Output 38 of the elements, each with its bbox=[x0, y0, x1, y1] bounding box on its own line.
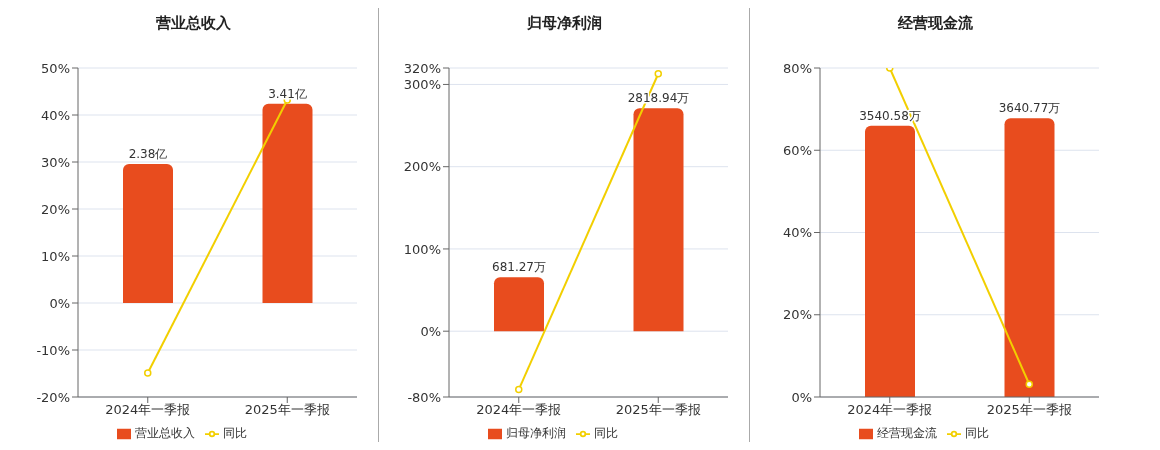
chart-title: 经营现金流 bbox=[896, 13, 974, 34]
y-tick-label: 320% bbox=[403, 60, 441, 76]
x-tick-label: 2024年一季报 bbox=[847, 402, 933, 418]
x-tick-label: 2025年一季报 bbox=[244, 402, 330, 418]
y-tick-label: 60% bbox=[783, 142, 812, 158]
y-tick-label: 40% bbox=[41, 107, 70, 123]
y-tick-label: 300% bbox=[403, 77, 441, 93]
y-tick-label: 0% bbox=[49, 295, 70, 311]
y-tick-label: 0% bbox=[420, 323, 441, 339]
data-label: 681.27万 bbox=[492, 260, 546, 275]
x-tick-label: 2025年一季报 bbox=[986, 402, 1072, 418]
y-tick-label: -10% bbox=[36, 342, 70, 358]
y-tick-label: 0% bbox=[791, 389, 812, 405]
chart-title: 营业总收入 bbox=[154, 13, 232, 34]
data-label: 3640.77万 bbox=[998, 101, 1061, 116]
y-tick-label: 20% bbox=[783, 307, 812, 323]
legend-label: 同比 bbox=[593, 426, 618, 440]
data-label: 3.41亿 bbox=[268, 86, 307, 101]
legend-label: 同比 bbox=[964, 426, 989, 440]
y-tick-label: 10% bbox=[41, 248, 70, 264]
y-tick-label: 80% bbox=[783, 60, 812, 76]
data-label: 2.38亿 bbox=[128, 147, 168, 161]
x-tick-label: 2024年一季报 bbox=[476, 402, 562, 418]
y-tick-label: -80% bbox=[407, 389, 441, 405]
legend-label: 同比 bbox=[222, 426, 247, 440]
x-tick-label: 2024年一季报 bbox=[105, 402, 191, 418]
y-tick-label: 100% bbox=[403, 241, 441, 257]
y-tick-label: 40% bbox=[783, 225, 812, 241]
chart-title: 归母净利润 bbox=[525, 13, 603, 34]
legend-label: 经营现金流 bbox=[876, 426, 937, 440]
legend-label: 归母净利润 bbox=[505, 426, 566, 440]
y-tick-label: 30% bbox=[41, 154, 70, 170]
legend-label: 营业总收入 bbox=[134, 426, 195, 440]
y-tick-label: 50% bbox=[41, 60, 70, 76]
y-tick-label: 200% bbox=[403, 159, 441, 175]
x-tick-label: 2025年一季报 bbox=[615, 402, 701, 418]
y-tick-label: -20% bbox=[36, 389, 70, 405]
y-tick-label: 20% bbox=[41, 201, 70, 217]
